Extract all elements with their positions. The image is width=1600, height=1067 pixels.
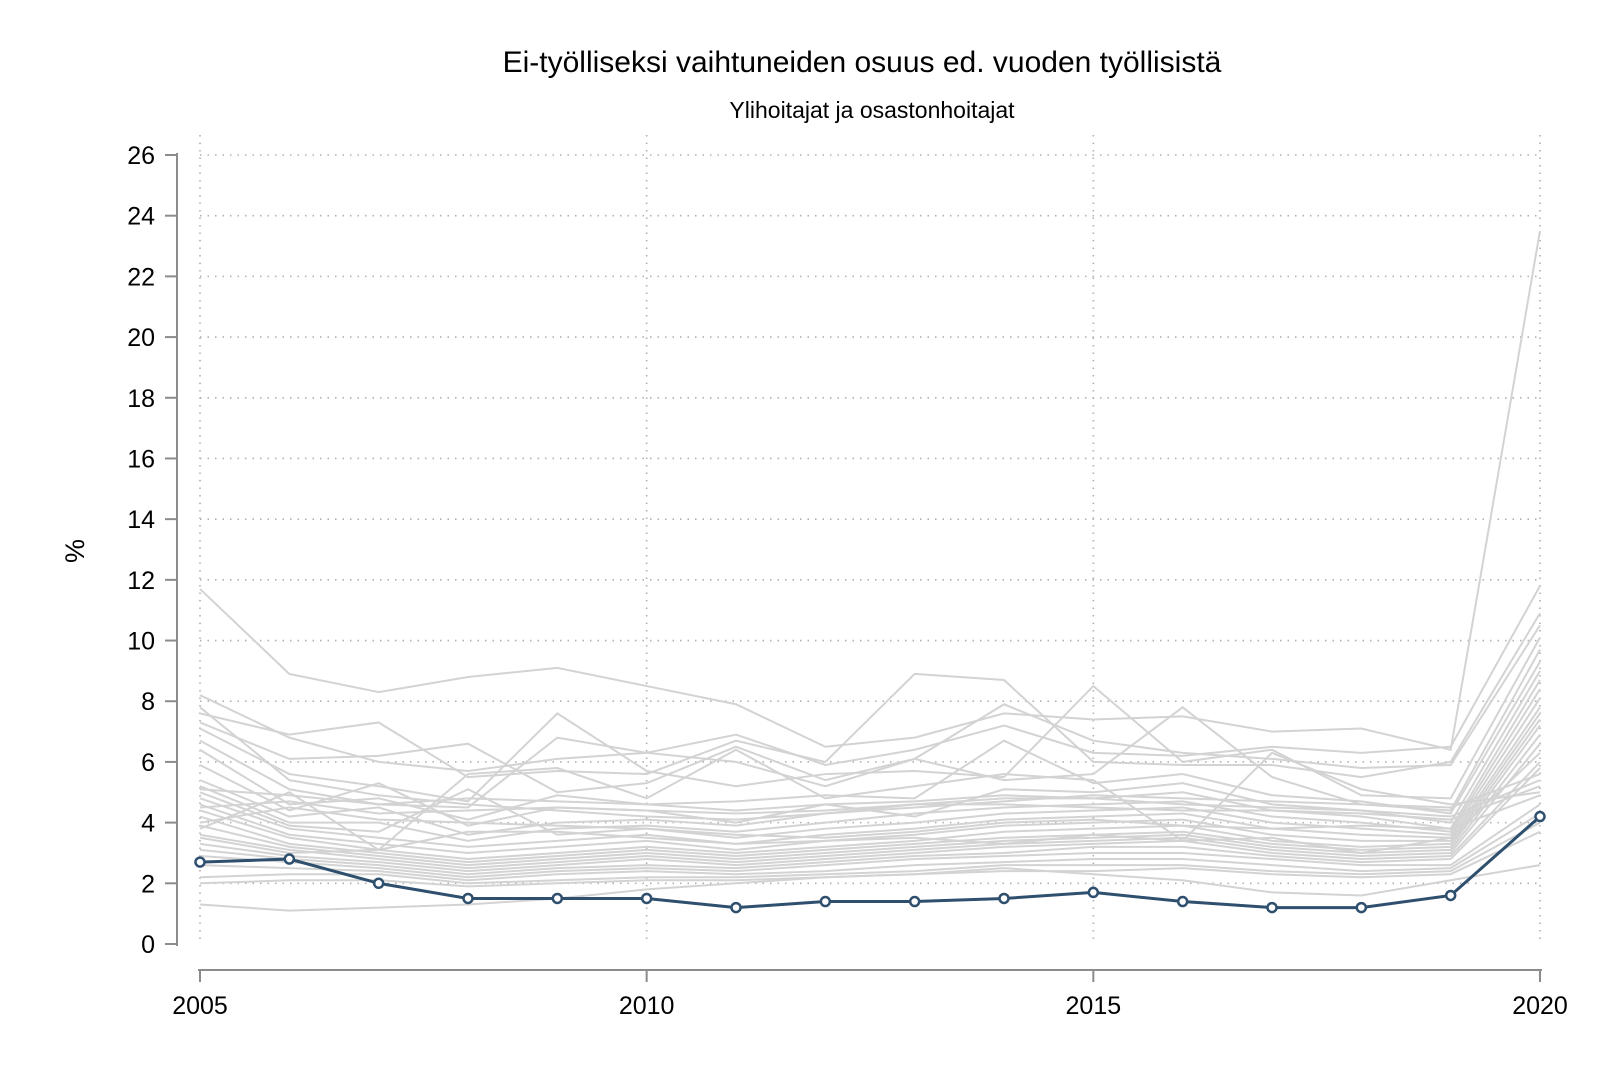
y-tick-label: 18: [127, 385, 155, 413]
y-tick-label: 24: [127, 203, 155, 231]
background-series-line: [199, 661, 1541, 821]
background-series-line: [199, 706, 1541, 848]
y-tick-label: 8: [141, 688, 155, 716]
x-tick-label: 2020: [1512, 992, 1568, 1020]
highlight-point: [640, 892, 653, 905]
y-tick-label: 12: [127, 567, 155, 595]
y-tick-label: 10: [127, 628, 155, 656]
x-tick-label: 2015: [1066, 992, 1122, 1020]
x-tick-label: 2005: [172, 992, 228, 1020]
y-tick-label: 22: [127, 263, 155, 291]
background-series-line: [199, 779, 1541, 818]
background-series-line: [199, 794, 1541, 839]
y-tick-label: 16: [127, 445, 155, 473]
highlight-point: [908, 895, 921, 908]
y-tick-label: 6: [141, 749, 155, 777]
background-series-line: [199, 585, 1541, 773]
background-series-line: [199, 230, 1541, 752]
y-tick-label: 20: [127, 324, 155, 352]
grid-lines: [199, 135, 1541, 944]
highlight-point: [1444, 889, 1457, 902]
highlight-point: [998, 892, 1010, 905]
background-series-line: [199, 864, 1541, 912]
highlight-series-group: [194, 810, 1546, 914]
background-series-line: [199, 803, 1541, 879]
background-series-line: [199, 752, 1541, 854]
background-series-line: [199, 733, 1541, 867]
highlight-point: [1355, 901, 1368, 914]
y-axis-label: %: [60, 539, 90, 563]
highlight-point: [1176, 895, 1189, 908]
background-series-line: [199, 637, 1541, 803]
background-series-line: [199, 821, 1541, 885]
background-series-line: [199, 712, 1541, 854]
background-series-line: [199, 706, 1541, 821]
background-series-line: [199, 724, 1541, 864]
y-tick-label: 2: [141, 870, 155, 898]
background-series-line: [199, 697, 1541, 839]
highlight-point: [1534, 810, 1546, 823]
y-tick-label: 26: [127, 142, 155, 170]
background-series-line: [199, 748, 1541, 852]
background-series-line: [199, 743, 1541, 870]
background-series-line: [199, 718, 1541, 861]
highlight-point: [730, 901, 742, 914]
background-series-group: [199, 230, 1541, 912]
highlight-point: [819, 895, 832, 908]
highlight-point: [1087, 886, 1100, 899]
highlight-point: [194, 856, 206, 868]
chart-subtitle: Ylihoitajat ja osastonhoitajat: [729, 97, 1015, 123]
y-tick-label: 0: [141, 931, 155, 959]
highlight-point: [462, 892, 474, 905]
background-series-line: [199, 812, 1541, 882]
background-series-line: [199, 649, 1541, 812]
highlight-point: [283, 853, 296, 865]
x-tick-label: 2010: [619, 992, 675, 1020]
highlight-point: [551, 892, 564, 905]
chart-title: Ei-työlliseksi vaihtuneiden osuus ed. vu…: [503, 46, 1222, 79]
highlight-point: [372, 877, 385, 890]
background-series-line: [199, 688, 1541, 842]
background-series-line: [199, 761, 1541, 873]
y-tick-label: 4: [141, 810, 155, 838]
highlight-series-line: [199, 815, 1541, 910]
background-series-line: [199, 624, 1541, 794]
highlight-point: [1266, 901, 1278, 914]
y-tick-label: 14: [127, 506, 155, 534]
background-series-line: [199, 767, 1541, 876]
